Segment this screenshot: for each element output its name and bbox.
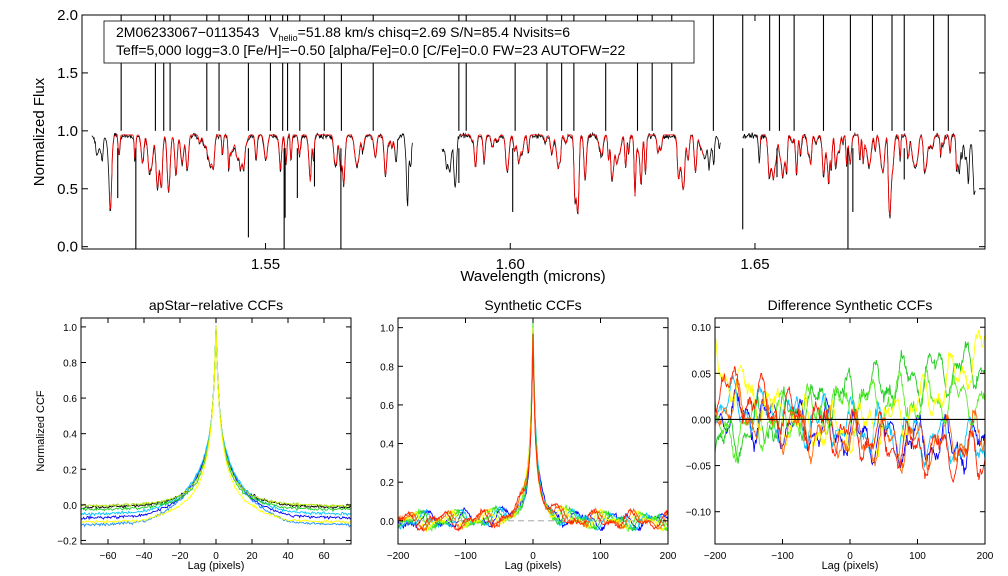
spectrum-xlabel: Wavelength (microns) (460, 268, 605, 285)
apstar-ccf-line-visit7 (81, 326, 351, 525)
synthetic-ccf-title: Synthetic CCFs (484, 297, 581, 313)
apstar-ytick-label: 0.2 (63, 465, 77, 476)
difference-ccf-line-visit7 (715, 366, 985, 484)
difference-ytick-label: −0.05 (686, 462, 712, 473)
apstar-ytick-label: 0.0 (63, 501, 77, 512)
difference-ytick-label: 0.05 (692, 369, 712, 380)
apstar-ccf-line-visit4 (81, 327, 351, 517)
synthetic-xtick-label: −200 (387, 551, 410, 562)
apstar-ccf-line-visit6 (81, 326, 351, 509)
synthetic-ccf-panel: Synthetic CCFs −200 −100 0 100 200 0.0 0.2 0.4 0… (380, 297, 677, 572)
difference-ccf-line-visit4 (715, 368, 985, 463)
spectrum-ylabel: Normalized Flux (31, 77, 48, 186)
difference-ccf-line-visit2 (715, 374, 985, 468)
apstar-xtick-label: −40 (136, 551, 153, 562)
spectrum-xtick-label: 1.55 (251, 256, 280, 273)
spectrum-annotation-line2: Teff=5,000 logg=3.0 [Fe/H]=−0.50 [alpha/… (116, 42, 625, 58)
apstar-ccf-title: apStar−relative CCFs (149, 297, 283, 313)
apstar-xtick-label: −60 (100, 551, 117, 562)
apstar-xtick-label: 60 (318, 551, 330, 562)
difference-xtick-label: 0 (847, 551, 853, 562)
synthetic-xtick-label: 0 (530, 551, 536, 562)
difference-xtick-label: 200 (977, 551, 994, 562)
spectrum-stats: =51.88 km/s chisq=2.69 S/N=85.4 Nvisits=… (298, 24, 571, 40)
apstar-ccf-ylabel: Normalized CCF (35, 390, 47, 472)
synthetic-ccf-line-visit7 (398, 333, 668, 532)
difference-ccf-plot-area (715, 329, 985, 484)
difference-ccf-axes: −200 −100 0 100 200 −0.10 −0.05 0.00 0.05 0.10 (686, 318, 994, 562)
apstar-ytick-label: 0.8 (63, 358, 77, 369)
spectrum-observed-line (441, 131, 722, 215)
synthetic-ccf-line-visit6 (398, 334, 668, 532)
apstar-ytick-label: 1.0 (63, 323, 77, 334)
synthetic-ytick-label: 0.6 (380, 401, 394, 412)
apstar-xtick-label: 40 (282, 551, 294, 562)
apstar-ccf-axes: −60 −40 −20 0 20 40 60 −0.2 0.0 0.2 0.4 0.6 0.8 1.0 (57, 318, 351, 562)
spectrum-ytick-label: 0.5 (57, 181, 78, 198)
spectrum-ytick-label: 1.5 (57, 65, 78, 82)
apstar-ccf-line-visit1 (81, 325, 351, 510)
apstar-ytick-label: −0.2 (57, 536, 77, 547)
apstar-ytick-label: 0.6 (63, 394, 77, 405)
synthetic-ytick-label: 0.4 (380, 440, 394, 451)
spectrum-ytick-label: 1.0 (57, 123, 78, 140)
synthetic-ccf-axes: −200 −100 0 100 200 0.0 0.2 0.4 0.6 0.8 1.0 (380, 318, 677, 562)
difference-ytick-label: −0.10 (686, 508, 712, 519)
difference-ccf-line-visit3 (715, 341, 985, 464)
spectrum-model-line (759, 134, 958, 217)
apstar-ccf-line-visit3 (81, 328, 351, 528)
difference-ccf-xlabel: Lag (pixels) (822, 560, 879, 572)
apstar-xtick-label: 0 (213, 551, 219, 562)
apstar-ytick-label: 0.4 (63, 430, 77, 441)
apstar-ccf-panel: apStar−relative CCFs −60 −40 −20 0 20 40 60 −0.… (35, 297, 352, 572)
spectrum-xtick-label: 1.60 (496, 256, 525, 273)
difference-ccf-panel: Difference Synthetic CCFs −200 −100 0 100 20… (686, 297, 994, 572)
synthetic-ccf-plot-area (398, 318, 668, 533)
synthetic-ytick-label: 0.2 (380, 478, 394, 489)
spectrum-frame (81, 14, 986, 250)
apstar-ccf-xlabel: Lag (pixels) (188, 560, 245, 572)
spectrum-annotation-box (103, 20, 695, 64)
spectrum-panel: 1.55 1.60 1.65 0.0 0.5 1.0 1.5 2.0 2M06233067−0… (31, 7, 986, 285)
synthetic-xtick-label: 100 (592, 551, 609, 562)
spectrum-ytick-label: 0.0 (57, 239, 78, 256)
synthetic-xtick-label: 200 (660, 551, 677, 562)
v-helio-subscript: helio (279, 33, 298, 43)
synthetic-ccf-line-visit5 (398, 327, 668, 533)
difference-xtick-label: −100 (771, 551, 794, 562)
synthetic-ytick-label: 0.8 (380, 362, 394, 373)
synthetic-ytick-label: 1.0 (380, 324, 394, 335)
difference-ccf-title: Difference Synthetic CCFs (768, 297, 933, 313)
difference-xtick-label: −200 (704, 551, 727, 562)
synthetic-ytick-label: 0.0 (380, 517, 394, 528)
apstar-xtick-label: 20 (246, 551, 258, 562)
difference-ytick-label: 0.10 (692, 323, 712, 334)
apstar-ccf-plot-area (81, 325, 351, 528)
star-id: 2M06233067−0113543 (116, 24, 260, 40)
difference-xtick-label: 100 (909, 551, 926, 562)
synthetic-xtick-label: −100 (454, 551, 477, 562)
spectrum-xtick-label: 1.65 (740, 256, 769, 273)
spectrum-annotation-line1: 2M06233067−0113543 Vhelio=51.88 km/s chi… (116, 24, 570, 43)
apstar-xtick-label: −20 (172, 551, 189, 562)
spectrum-observed-line (91, 132, 413, 212)
apstar-ccf-line-visit2 (81, 326, 351, 521)
synthetic-ccf-xlabel: Lag (pixels) (505, 560, 562, 572)
spectrum-axes: 1.55 1.60 1.65 0.0 0.5 1.0 1.5 2.0 (57, 7, 985, 273)
v-helio-symbol: V (269, 24, 279, 40)
spectrum-model-line (109, 134, 396, 210)
spectrum-model-line (459, 134, 704, 214)
apstar-ccf-line-visit5 (81, 325, 351, 513)
spectrum-ytick-label: 2.0 (57, 7, 78, 24)
difference-ccf-line-visit5 (715, 329, 985, 458)
difference-ytick-label: 0.00 (692, 415, 712, 426)
